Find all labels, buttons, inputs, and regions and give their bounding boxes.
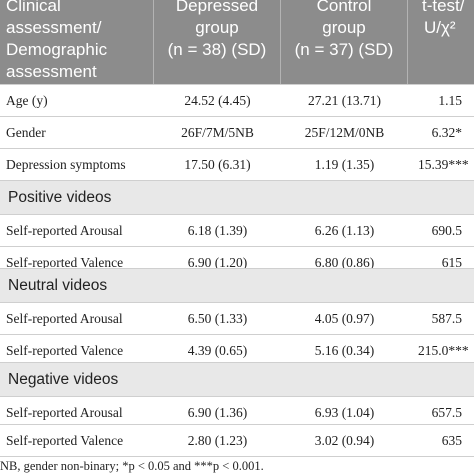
test-statistic: 690.5 (431, 223, 462, 238)
depressed-value: 6.90 (1.20) (187, 255, 248, 270)
table-row: Self-reported Valence 2.80 (1.23) 3.02 (… (0, 424, 474, 456)
control-value: 25F/12M/0NB (304, 125, 385, 140)
row-label: Gender (6, 125, 46, 140)
header-statistic-line-1: t-test/ (422, 0, 465, 15)
depressed-value: 6.90 (1.36) (187, 405, 248, 420)
depressed-value: 26F/7M/5NB (181, 125, 254, 140)
header-assessment-line-2: assessment/ (6, 18, 102, 37)
row-label: Self-reported Arousal (6, 223, 123, 238)
control-value: 6.93 (1.04) (314, 405, 375, 420)
section-positive-videos: Positive videos (0, 180, 474, 214)
header-control-line-2: group (322, 18, 366, 37)
header-depressed-group: Depressed group (n = 38) (SD) (154, 0, 281, 84)
row-label: Self-reported Valence (6, 343, 124, 358)
row-label: Self-reported Valence (6, 433, 124, 448)
header-control-line-3: (n = 37) (SD) (294, 40, 394, 59)
section-negative-videos: Negative videos (0, 362, 474, 396)
row-label: Self-reported Arousal (6, 405, 123, 420)
control-value: 1.19 (1.35) (314, 157, 375, 172)
table-row: Depression symptoms 17.50 (6.31) 1.19 (1… (0, 148, 474, 180)
row-label: Depression symptoms (6, 157, 126, 172)
test-statistic: 587.5 (431, 311, 462, 326)
row-label: Age (y) (6, 93, 48, 108)
table-row: Gender 26F/7M/5NB 25F/12M/0NB 6.32* (0, 116, 474, 148)
header-assessment-line-4: assessment (6, 62, 97, 81)
table-row: Self-reported Valence 4.39 (0.65) 5.16 (… (0, 334, 474, 366)
control-value: 6.80 (0.86) (314, 255, 375, 270)
test-statistic: 615 (441, 255, 462, 270)
depressed-value: 4.39 (0.65) (187, 343, 248, 358)
table-row: Self-reported Arousal 6.50 (1.33) 4.05 (… (0, 302, 474, 334)
depressed-value: 6.18 (1.39) (187, 223, 248, 238)
test-statistic: 635 (441, 433, 462, 448)
header-control-line-1: Control (316, 0, 372, 15)
test-statistic: 1.15 (438, 93, 462, 108)
control-value: 4.05 (0.97) (314, 311, 375, 326)
row-label: Self-reported Arousal (6, 311, 123, 326)
test-statistic: 657.5 (431, 405, 462, 420)
control-value: 6.26 (1.13) (314, 223, 375, 238)
depressed-value: 2.80 (1.23) (187, 433, 248, 448)
row-label: Self-reported Valence (6, 255, 124, 270)
depressed-value: 17.50 (6.31) (184, 157, 251, 172)
control-value: 5.16 (0.34) (314, 343, 375, 358)
header-statistic: t-test/ U/χ² (408, 0, 474, 84)
section-neutral-videos: Neutral videos (0, 268, 474, 302)
header-assessment-line-1: Clinical (6, 0, 61, 15)
header-assessment-line-3: Demographic (6, 40, 108, 59)
header-control-group: Control group (n = 37) (SD) (281, 0, 408, 84)
header-depressed-line-3: (n = 38) (SD) (167, 40, 267, 59)
control-value: 3.02 (0.94) (314, 433, 375, 448)
table-header: Clinical assessment/ Demographic assessm… (0, 0, 474, 84)
table-row: Age (y) 24.52 (4.45) 27.21 (13.71) 1.15 (0, 84, 474, 116)
test-statistic: 215.0*** (418, 343, 469, 358)
table-footnote: NB, gender non-binary; *p < 0.05 and ***… (0, 456, 474, 474)
table-row: Self-reported Arousal 6.90 (1.36) 6.93 (… (0, 396, 474, 428)
table-row: Self-reported Arousal 6.18 (1.39) 6.26 (… (0, 214, 474, 246)
test-statistic: 6.32* (431, 125, 462, 140)
depressed-value: 6.50 (1.33) (187, 311, 248, 326)
table-row: Self-reported Valence 6.90 (1.20) 6.80 (… (0, 246, 474, 278)
test-statistic: 15.39*** (418, 157, 469, 172)
header-assessment: Clinical assessment/ Demographic assessm… (0, 0, 154, 84)
header-statistic-line-2: U/χ² (424, 18, 456, 37)
depressed-value: 24.52 (4.45) (184, 93, 251, 108)
header-depressed-line-2: group (195, 18, 239, 37)
control-value: 27.21 (13.71) (307, 93, 382, 108)
header-depressed-line-1: Depressed (175, 0, 259, 15)
